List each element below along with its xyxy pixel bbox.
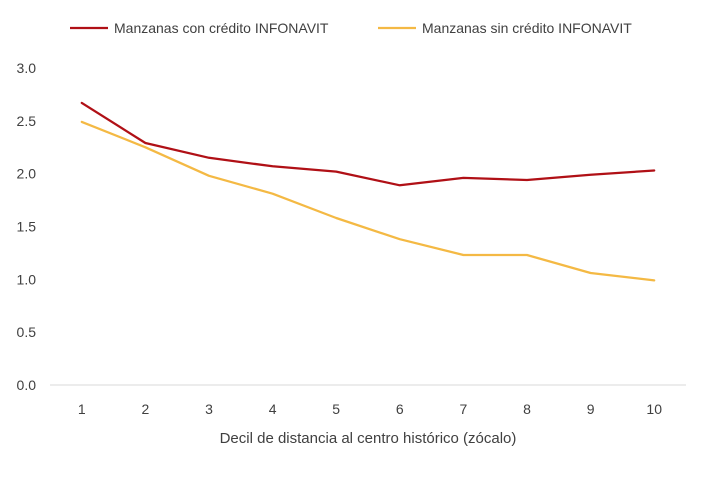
x-tick-label: 8: [523, 401, 531, 417]
x-tick-label: 10: [646, 401, 662, 417]
y-tick-label: 1.0: [17, 271, 37, 287]
x-tick-label: 2: [142, 401, 150, 417]
series-line-2: [80, 120, 656, 282]
x-tick-label: 1: [78, 401, 86, 417]
y-tick-label: 2.5: [17, 113, 37, 129]
series-line-1: [80, 101, 656, 187]
x-axis-title: Decil de distancia al centro histórico (…: [220, 430, 517, 447]
y-tick-label: 0.0: [17, 377, 37, 393]
x-axis: 1 2 3 4 5 6 7 8 9 10: [78, 401, 662, 417]
x-tick-label: 6: [396, 401, 404, 417]
legend: Manzanas con crédito INFONAVIT Manzanas s…: [70, 20, 632, 36]
legend-item-2: Manzanas sin crédito INFONAVIT: [378, 20, 632, 36]
y-axis: 0.0 0.5 1.0 1.5 2.0 2.5 3.0: [17, 60, 37, 393]
y-tick-label: 1.5: [17, 219, 37, 235]
y-tick-label: 0.5: [17, 324, 37, 340]
y-tick-label: 3.0: [17, 60, 37, 76]
legend-label: Manzanas con crédito INFONAVIT: [114, 20, 329, 36]
series-lines: [80, 101, 656, 282]
x-tick-label: 3: [205, 401, 213, 417]
x-tick-label: 9: [587, 401, 595, 417]
legend-item-1: Manzanas con crédito INFONAVIT: [70, 20, 329, 36]
x-tick-label: 7: [460, 401, 468, 417]
x-tick-label: 4: [269, 401, 277, 417]
x-tick-label: 5: [332, 401, 340, 417]
y-tick-label: 2.0: [17, 166, 37, 182]
legend-label: Manzanas sin crédito INFONAVIT: [422, 20, 632, 36]
